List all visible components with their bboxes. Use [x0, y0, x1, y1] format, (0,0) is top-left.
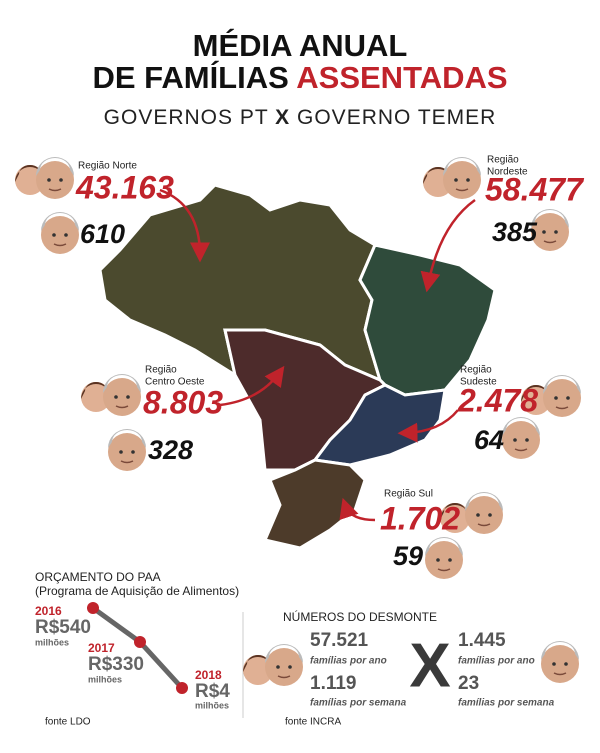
arrow: [339, 497, 376, 522]
portrait: [424, 536, 464, 580]
portrait: [35, 156, 75, 200]
region-name: Sudeste: [460, 377, 497, 388]
arrow: [219, 365, 285, 407]
region-name: Região Sul: [384, 489, 433, 500]
temer-value: 610: [80, 219, 125, 249]
paa-year: 2016: [35, 604, 62, 618]
temer-value: 64: [474, 425, 504, 455]
portrait: [40, 211, 80, 255]
region-name: Nordeste: [487, 167, 528, 178]
region-name: Região: [145, 365, 177, 376]
subtitle-x: X: [275, 106, 290, 129]
portrait: [464, 491, 504, 535]
paa-value: R$540: [35, 617, 91, 638]
paa-dot: [87, 602, 99, 614]
paa-subtitle: (Programa de Aquisição de Alimentos): [35, 584, 239, 598]
title-line-1: MÉDIA ANUAL: [193, 28, 408, 63]
versus: X: [409, 631, 450, 700]
temer-value: 385: [492, 217, 538, 247]
title-highlight: ASSENTADAS: [296, 60, 507, 95]
arrow: [420, 198, 476, 293]
temer-value: 59: [393, 541, 423, 571]
paa-dot: [134, 636, 146, 648]
paa-value: R$4: [195, 681, 230, 702]
region-name: Região Norte: [78, 161, 137, 172]
portrait: [540, 640, 580, 684]
title-line-2: DE FAMÍLIAS ASSENTADAS: [92, 60, 507, 95]
map: [98, 183, 497, 550]
portrait: [264, 643, 304, 687]
pt-value: 2.478: [457, 382, 538, 418]
pt-value: 58.477: [485, 171, 585, 207]
region-sudeste: [312, 383, 447, 467]
portrait: [102, 373, 142, 417]
arrow: [397, 409, 459, 443]
desmonte-source: fonte INCRA: [285, 717, 341, 728]
arrow: [159, 188, 210, 263]
paa-dot: [176, 682, 188, 694]
temer-label: famílias por semana: [458, 698, 555, 709]
paa-unit: milhões: [35, 637, 69, 647]
temer-number: 23: [458, 673, 479, 694]
paa-title: ORÇAMENTO DO PAA: [35, 570, 161, 584]
pt-value: 43.163: [75, 169, 174, 205]
region-sul: [262, 458, 367, 550]
paa-value: R$330: [88, 654, 144, 675]
desmonte-title: NÚMEROS DO DESMONTE: [283, 609, 437, 624]
title-part: DE FAMÍLIAS: [92, 60, 288, 95]
paa-year: 2017: [88, 641, 115, 655]
region-name: Região: [487, 155, 519, 166]
temer-value: 328: [148, 435, 193, 465]
pt-number: 57.521: [310, 630, 369, 651]
temer-number: 1.445: [458, 630, 506, 651]
pt-value: 8.803: [143, 384, 223, 420]
portrait: [107, 428, 147, 472]
portrait: [501, 416, 541, 460]
pt-number: 1.119: [310, 673, 357, 694]
region-name: Região: [460, 365, 492, 376]
pt-label: famílias por ano: [310, 656, 387, 667]
pt-label: famílias por semana: [310, 698, 407, 709]
portrait: [442, 156, 482, 200]
pt-value: 1.702: [380, 500, 460, 536]
paa-unit: milhões: [88, 674, 122, 684]
temer-label: famílias por ano: [458, 656, 535, 667]
subtitle-part: GOVERNOS PT: [104, 106, 269, 129]
paa-source: fonte LDO: [45, 717, 91, 728]
paa-unit: milhões: [195, 700, 229, 710]
portrait: [542, 374, 582, 418]
region-name: Centro Oeste: [145, 377, 205, 388]
subtitle: GOVERNOS PT X GOVERNO TEMER: [104, 106, 497, 129]
paa-year: 2018: [195, 668, 222, 682]
subtitle-part: GOVERNO TEMER: [297, 106, 496, 129]
